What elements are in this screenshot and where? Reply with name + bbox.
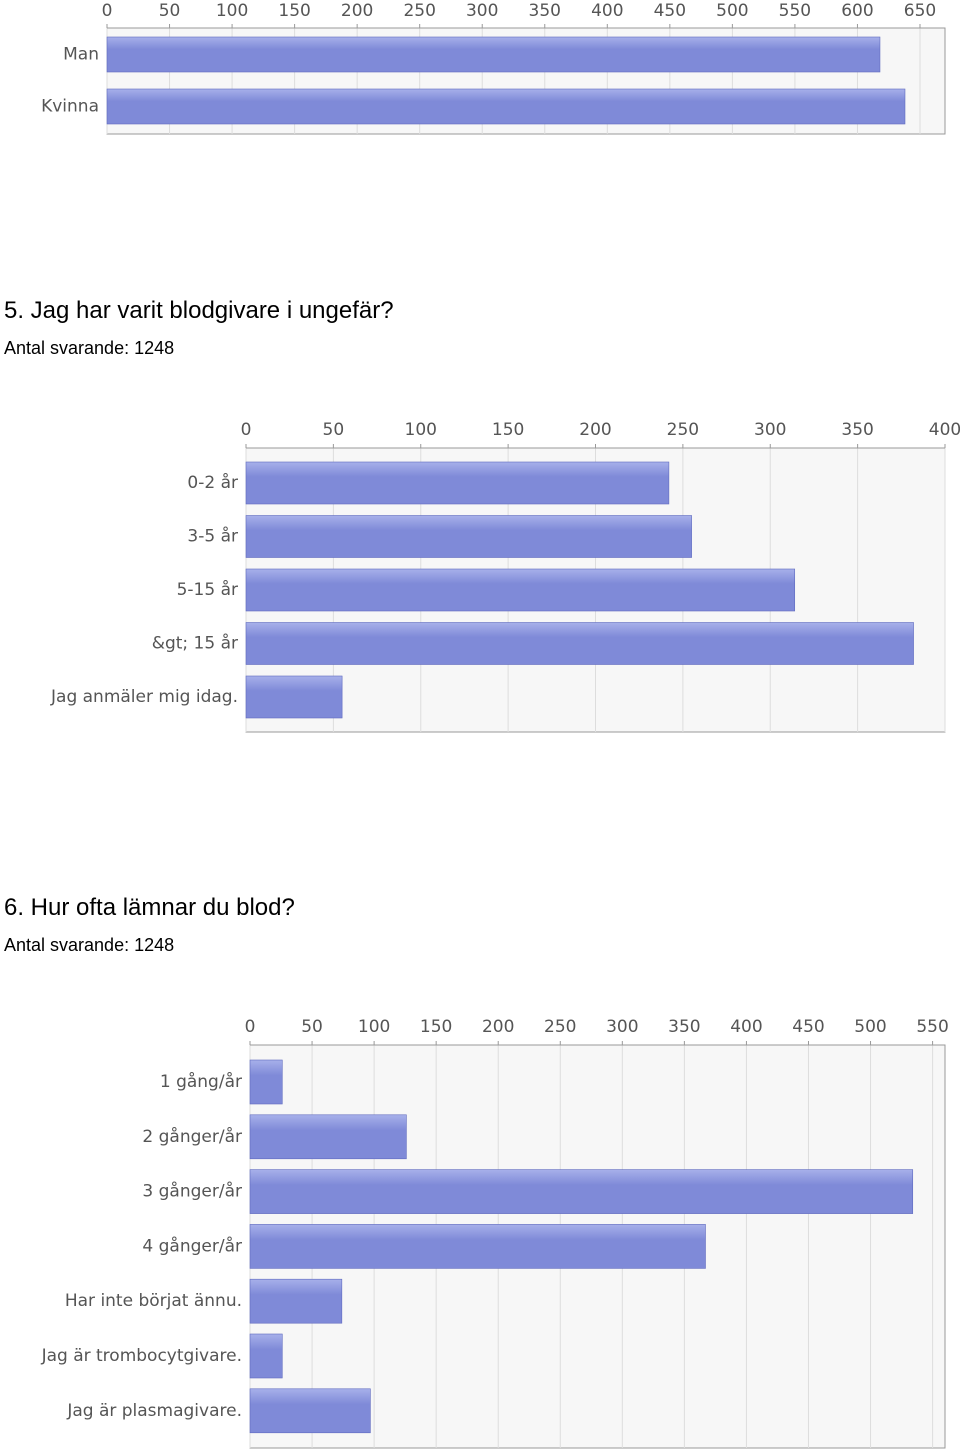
- x-tick-label: 550: [779, 1, 811, 21]
- category-label: Jag är plasmagivare.: [66, 1401, 242, 1421]
- x-tick-label: 200: [579, 420, 611, 440]
- respondents-label: Antal svarande:: [4, 935, 130, 955]
- x-tick-label: 200: [482, 1017, 514, 1037]
- category-label: Jag anmäler mig idag.: [50, 687, 238, 707]
- x-tick-label: 450: [792, 1017, 824, 1037]
- x-tick-label: 400: [591, 1, 623, 21]
- donor-duration-bar-chart: 0 50 100 150 200 250 300 350 400 0-2 år 3-5 år 5-15…: [50, 420, 960, 733]
- bar: [249, 1224, 706, 1269]
- x-tick-label: 100: [216, 1, 248, 21]
- bar: [245, 622, 914, 665]
- question-5-title: 5. Jag har varit blodgivare i ungefär?: [4, 297, 394, 324]
- x-tick-label: 350: [529, 1, 561, 21]
- x-tick-label: 0: [245, 1017, 256, 1037]
- x-tick-label: 350: [668, 1017, 700, 1037]
- category-label: 3-5 år: [187, 526, 238, 547]
- respondents-count: 1248: [134, 935, 175, 955]
- x-tick-label: 400: [730, 1017, 762, 1037]
- x-tick-label: 150: [420, 1017, 452, 1037]
- x-tick-label: 500: [854, 1017, 886, 1037]
- category-label: 4 gånger/år: [142, 1235, 242, 1256]
- x-tick-label: 300: [606, 1017, 638, 1037]
- x-tick-label: 250: [544, 1017, 576, 1037]
- x-tick-label: 450: [654, 1, 686, 21]
- x-tick-label: 300: [466, 1, 498, 21]
- x-tick-label: 0: [241, 420, 252, 440]
- bar: [249, 1333, 283, 1379]
- category-label: Har inte börjat ännu.: [65, 1291, 242, 1311]
- category-label: Jag är trombocytgivare.: [41, 1346, 242, 1366]
- bar: [106, 36, 881, 73]
- bar: [249, 1388, 371, 1434]
- x-tick-label: 150: [278, 1, 310, 21]
- x-tick-label: 50: [323, 420, 345, 440]
- x-tick-label: 100: [358, 1017, 390, 1037]
- category-label: 2 gånger/år: [142, 1126, 242, 1147]
- question-6-respondents: Antal svarande: 1248: [4, 935, 174, 956]
- bar: [245, 675, 343, 719]
- bar: [249, 1278, 343, 1324]
- x-tick-label: 300: [754, 420, 786, 440]
- category-label: &gt; 15 år: [152, 633, 238, 654]
- category-label: Man: [63, 45, 99, 65]
- category-label: Kvinna: [41, 97, 99, 117]
- x-tick-label: 250: [403, 1, 435, 21]
- bar: [245, 515, 692, 558]
- donation-frequency-bar-chart: 0 50 100 150 200 250 300 350 400 450 500 550 1 gång/…: [41, 1017, 949, 1449]
- x-tick-label: 100: [405, 420, 437, 440]
- x-tick-label: 500: [716, 1, 748, 21]
- bar: [245, 568, 796, 612]
- x-tick-label: 550: [916, 1017, 948, 1037]
- category-label: 0-2 år: [187, 472, 238, 493]
- x-tick-label: 200: [341, 1, 373, 21]
- question-6-title: 6. Hur ofta lämnar du blod?: [4, 894, 295, 921]
- x-tick-label: 600: [841, 1, 873, 21]
- category-label: 1 gång/år: [160, 1071, 242, 1092]
- respondents-count: 1248: [134, 338, 175, 358]
- question-5-respondents: Antal svarande: 1248: [4, 338, 174, 359]
- bar: [249, 1169, 914, 1214]
- x-tick-label: 250: [667, 420, 699, 440]
- x-tick-label: 650: [904, 1, 936, 21]
- category-label: 5-15 år: [177, 579, 238, 600]
- x-tick-label: 0: [102, 1, 113, 21]
- respondents-label: Antal svarande:: [4, 338, 130, 358]
- bar: [106, 88, 906, 125]
- x-tick-label: 350: [841, 420, 873, 440]
- gender-bar-chart: 0 50 100 150 200 250 300 350 400 450 500 550 600 650 M…: [41, 1, 946, 135]
- bar: [245, 461, 670, 505]
- x-tick-label: 50: [159, 1, 181, 21]
- x-tick-label: 150: [492, 420, 524, 440]
- x-tick-label: 400: [929, 420, 960, 440]
- category-label: 3 gånger/år: [142, 1181, 242, 1202]
- bar: [249, 1059, 283, 1105]
- x-tick-label: 50: [301, 1017, 323, 1037]
- bar: [249, 1114, 407, 1160]
